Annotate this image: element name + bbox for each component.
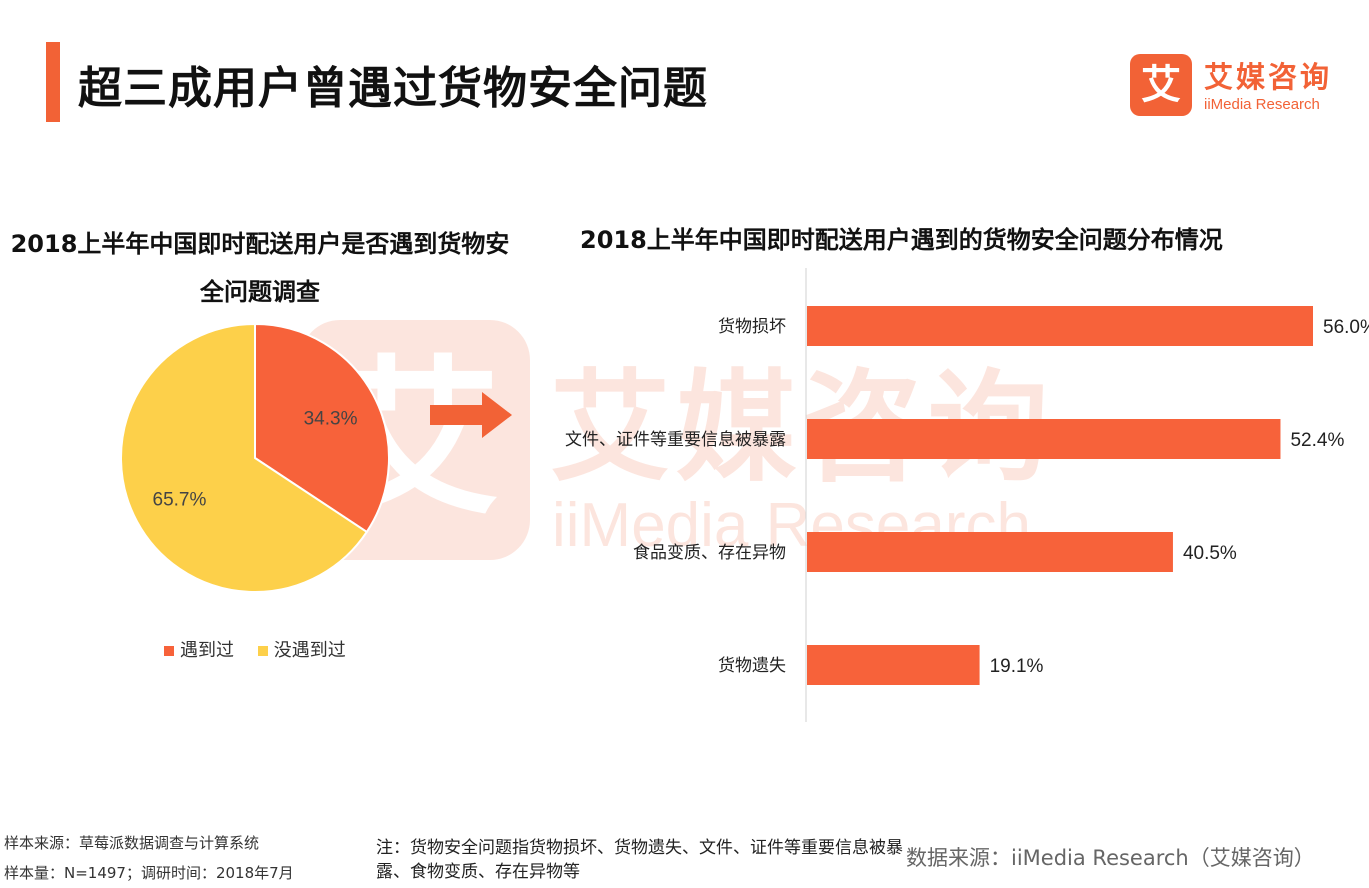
pie-legend: 遇到过 没遇到过	[164, 636, 364, 662]
legend-swatch-encountered	[164, 646, 174, 656]
footnote: 注：货物安全问题指货物损坏、货物遗失、文件、证件等重要信息被暴露、食物变质、存在…	[376, 838, 903, 882]
bar-value-label-3: 19.1%	[990, 656, 1044, 677]
arrow-icon	[430, 392, 512, 438]
legend-item-not-encountered: 没遇到过	[257, 636, 346, 662]
legend-label-encountered: 遇到过	[180, 640, 234, 661]
legend-swatch-not-encountered	[257, 646, 268, 656]
bar-category-label-1: 文件、证件等重要信息被暴露	[565, 430, 786, 449]
sample-size: 样本量：N=1497；调研时间：2018年7月	[4, 864, 294, 882]
legend-item-encountered: 遇到过	[164, 636, 234, 662]
bar-2	[807, 532, 1173, 572]
logo-name-en: iiMedia Research	[1204, 96, 1320, 113]
pie-slice-1	[120, 322, 369, 593]
sample-source: 样本来源：草莓派数据调查与计算系统	[4, 834, 260, 852]
bar-3	[807, 645, 980, 685]
sample-info: 样本来源：草莓派数据调查与计算系统 样本量：N=1497；调研时间：2018年7…	[4, 828, 294, 888]
bar-1	[807, 419, 1281, 459]
bar-category-label-2: 食品变质、存在异物	[633, 543, 786, 562]
pie-chart-title: 2018上半年中国即时配送用户是否遇到货物安全问题调查	[10, 230, 510, 306]
logo-icon: 艾	[1130, 54, 1192, 116]
bar-category-label-0: 货物损坏	[718, 317, 786, 336]
pie-chart: 34.3% 65.7%	[120, 322, 390, 593]
page-title: 超三成用户曾遇过货物安全问题	[78, 63, 708, 114]
bar-value-label-1: 52.4%	[1290, 430, 1344, 451]
logo-name-cn: 艾媒咨询	[1204, 60, 1333, 94]
bar-chart-title: 2018上半年中国即时配送用户遇到的货物安全问题分布情况	[580, 226, 1223, 254]
bar-category-label-3: 货物遗失	[718, 656, 786, 675]
bar-0	[807, 306, 1313, 346]
data-source: 数据来源：iiMedia Research（艾媒咨询）	[906, 846, 1315, 870]
logo-glyph: 艾	[1141, 62, 1181, 108]
bar-value-label-2: 40.5%	[1183, 543, 1237, 564]
bar-chart: 货物损坏 56.0% 文件、证件等重要信息被暴露 52.4% 食品变质、存在异物 40.5…	[565, 268, 1369, 722]
pie-value-label-0: 34.3%	[304, 408, 358, 429]
legend-label-not-encountered: 没遇到过	[273, 640, 346, 661]
title-accent-bar	[46, 42, 60, 122]
pie-value-label-1: 65.7%	[153, 490, 207, 511]
brand-logo: 艾 艾媒咨询 iiMedia Research	[1130, 54, 1350, 118]
bar-value-label-0: 56.0%	[1323, 317, 1369, 338]
